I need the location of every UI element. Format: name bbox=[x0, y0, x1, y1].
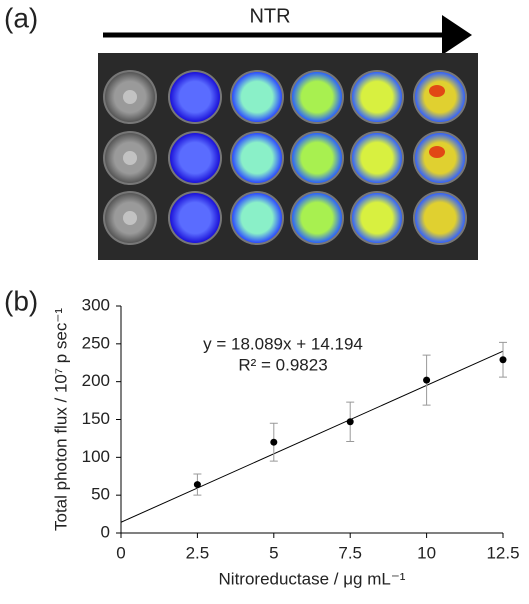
well-center bbox=[123, 211, 137, 225]
well-signal bbox=[352, 193, 402, 243]
hot-spot bbox=[429, 85, 445, 97]
well-signal bbox=[292, 133, 342, 183]
well-signal bbox=[232, 72, 282, 122]
point bbox=[423, 376, 431, 384]
well-signal bbox=[170, 193, 220, 243]
well-signal bbox=[415, 133, 465, 183]
x-tick-label: 5 bbox=[269, 543, 278, 562]
well-center bbox=[123, 90, 137, 104]
arrow-label: NTR bbox=[249, 5, 290, 27]
panel-label: (b) bbox=[4, 285, 38, 316]
point bbox=[346, 418, 354, 426]
y-tick-label: 100 bbox=[82, 447, 110, 466]
panel-label: (a) bbox=[4, 2, 38, 33]
point bbox=[270, 438, 278, 446]
y-tick-label: 250 bbox=[82, 333, 110, 352]
y-tick-label: 300 bbox=[82, 295, 110, 314]
hot-spot bbox=[429, 146, 445, 158]
well-signal bbox=[170, 133, 220, 183]
y-tick-label: 200 bbox=[82, 371, 110, 390]
well-signal bbox=[352, 133, 402, 183]
well-signal bbox=[232, 133, 282, 183]
well-signal bbox=[352, 72, 402, 122]
x-axis-label: Nitroreductase / μg mL⁻¹ bbox=[219, 569, 406, 588]
point bbox=[499, 356, 507, 364]
well-signal bbox=[292, 193, 342, 243]
x-tick-label: 10 bbox=[417, 543, 436, 562]
point bbox=[193, 481, 201, 489]
x-tick-label: 12.5 bbox=[486, 543, 519, 562]
y-tick-label: 0 bbox=[101, 522, 110, 541]
annotation: y = 18.089x + 14.194 bbox=[203, 334, 363, 353]
annotation: R² = 0.9823 bbox=[238, 355, 327, 374]
x-tick-label: 2.5 bbox=[186, 543, 210, 562]
y-tick-label: 50 bbox=[91, 485, 110, 504]
x-tick-label: 7.5 bbox=[338, 543, 362, 562]
wells bbox=[103, 70, 467, 245]
well-signal bbox=[292, 72, 342, 122]
y-tick-label: 150 bbox=[82, 409, 110, 428]
plot: 0 50 100 150 200 250 300 0 2.5 5 7.5 10 12.5 Nitrored… bbox=[51, 295, 519, 588]
trendline bbox=[120, 350, 504, 523]
y-axis-label: Total photon flux / 10⁷ p sec⁻¹ bbox=[51, 308, 70, 531]
well-signal bbox=[232, 193, 282, 243]
well-signal bbox=[415, 193, 465, 243]
x-tick-label: 0 bbox=[116, 543, 125, 562]
well-center bbox=[123, 151, 137, 165]
well-signal bbox=[170, 72, 220, 122]
well-signal bbox=[415, 72, 465, 122]
